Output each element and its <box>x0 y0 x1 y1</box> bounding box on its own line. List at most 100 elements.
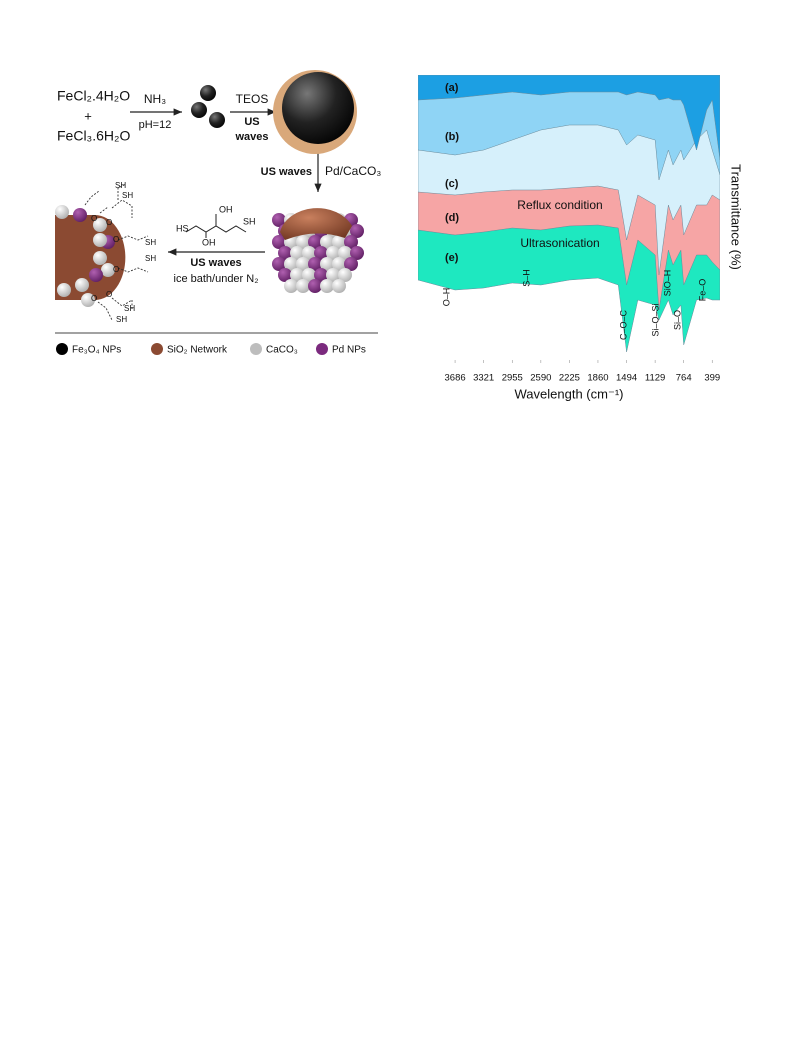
particle <box>296 235 310 249</box>
nanoparticle <box>191 102 207 118</box>
scheme-text: OH <box>219 204 233 214</box>
scheme-text: OH <box>202 237 216 247</box>
scheme-text: SH <box>122 191 133 200</box>
particle <box>344 235 358 249</box>
scheme-text: O <box>113 265 119 274</box>
particle <box>272 213 286 227</box>
x-tick-label: 1494 <box>616 373 637 384</box>
particle <box>332 257 346 271</box>
particle <box>290 246 304 260</box>
plot-area <box>418 75 720 353</box>
particle <box>278 246 292 260</box>
particle <box>73 208 87 222</box>
silica-cap <box>280 208 352 240</box>
scheme-text: Pd NPs <box>332 345 366 356</box>
nanoparticle <box>200 85 216 101</box>
series-label: (d) <box>445 212 459 224</box>
particle <box>57 283 71 297</box>
legend-swatch <box>250 343 262 355</box>
x-tick-label: 3686 <box>445 373 466 384</box>
particle <box>93 218 107 232</box>
legend-swatch <box>151 343 163 355</box>
particle <box>350 246 364 260</box>
x-tick-label: 3321 <box>473 373 494 384</box>
particle <box>278 268 292 282</box>
particle <box>290 268 304 282</box>
scheme-text: FeCl₃.6H₂O <box>57 128 130 144</box>
particle <box>302 246 316 260</box>
scheme-text: SH <box>124 304 135 313</box>
scheme-text: SiO₂ Network <box>167 345 228 356</box>
scheme-text: FeCl₂.4H₂O <box>57 88 130 104</box>
spectrum-area <box>418 75 720 181</box>
scheme-text: HS <box>176 223 189 233</box>
particle <box>338 268 352 282</box>
x-tick-label: 764 <box>676 373 692 384</box>
spectrum-area <box>418 75 720 161</box>
scheme-text: US waves <box>190 257 241 269</box>
particle <box>296 257 310 271</box>
particle <box>296 279 310 293</box>
particle <box>272 235 286 249</box>
particle <box>284 279 298 293</box>
scheme-text: O <box>113 235 119 244</box>
particle <box>101 263 115 277</box>
particle <box>75 278 89 292</box>
series-label: (a) <box>445 82 459 94</box>
particle <box>326 268 340 282</box>
particle <box>284 257 298 271</box>
peak-label: O–H <box>441 288 451 307</box>
particle <box>308 235 322 249</box>
dithiol-skeleton <box>185 214 247 238</box>
legend-swatch <box>316 343 328 355</box>
scheme: FeCl₂.4H₂O + FeCl₃.6H₂O NH₃ pH=12 TEOS US waves… <box>55 70 381 356</box>
particle <box>93 233 107 247</box>
x-tick-label: 1129 <box>645 373 665 384</box>
series-label: (b) <box>445 131 459 143</box>
magnetic-core <box>282 72 354 144</box>
x-tick-label: 1860 <box>587 373 608 384</box>
particle <box>55 205 69 219</box>
scheme-text: SH <box>116 315 127 324</box>
series-label: (e) <box>445 252 459 264</box>
scheme-text: SH <box>243 216 256 226</box>
y-axis-label: Transmittance (%) <box>729 164 744 270</box>
particle <box>326 246 340 260</box>
particle <box>344 257 358 271</box>
x-tick-label: 2955 <box>502 373 523 384</box>
scheme-text: SH <box>145 254 156 263</box>
particle <box>93 251 107 265</box>
peak-label: Si–O–Si <box>650 303 660 336</box>
series-label: (c) <box>445 178 459 190</box>
scheme-text: Fe₃O₄ NPs <box>72 345 121 356</box>
particle <box>320 235 334 249</box>
particle <box>89 268 103 282</box>
scheme-text: O <box>91 294 97 303</box>
scheme-text: O <box>91 214 97 223</box>
x-tick-label: 2225 <box>559 373 580 384</box>
peak-label: Fe–O <box>697 279 707 302</box>
scheme-text: SH <box>145 238 156 247</box>
particle <box>332 279 346 293</box>
x-axis-label: Wavelength (cm⁻¹) <box>515 386 624 401</box>
particle <box>338 246 352 260</box>
particle <box>320 279 334 293</box>
peak-label: C–O–C <box>618 309 628 340</box>
scheme-text: US waves <box>261 166 312 178</box>
scheme-text: + <box>84 108 92 123</box>
peak-label: SiO–H <box>662 270 672 297</box>
particle <box>332 235 346 249</box>
particle <box>81 293 95 307</box>
legend-swatch <box>56 343 68 355</box>
scheme-text: US <box>244 116 259 128</box>
particle <box>272 257 286 271</box>
particle <box>314 246 328 260</box>
scheme-text: NH₃ <box>144 92 166 106</box>
scheme-text: Pd/CaCO₃ <box>325 164 381 178</box>
scheme-text: O <box>106 218 112 227</box>
scheme-text: waves <box>234 131 268 143</box>
x-tick-label: 399 <box>704 373 720 384</box>
peak-label: Si–O <box>672 310 682 330</box>
x-tick-label: 2590 <box>530 373 551 384</box>
